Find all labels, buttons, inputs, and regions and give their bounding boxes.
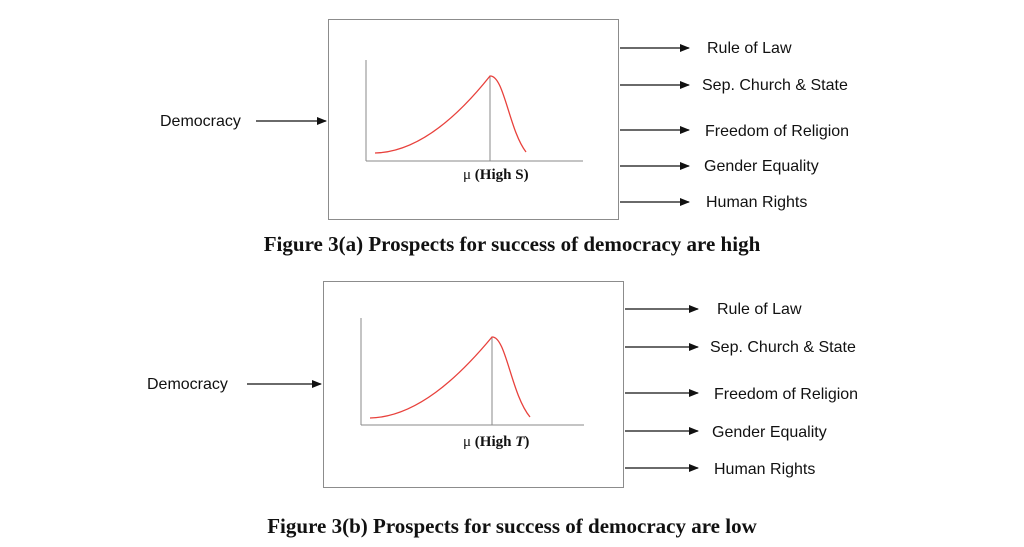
output-label-rule-of-law: Rule of Law — [707, 40, 792, 57]
mu-text-prefix: (High — [474, 167, 516, 183]
distribution-box: μ (High T) — [323, 281, 624, 488]
input-label-democracy: Democracy — [160, 113, 241, 130]
output-label-human-rights: Human Rights — [714, 461, 816, 478]
output-label-rule-of-law: Rule of Law — [717, 301, 802, 318]
figure-caption: Figure 3(b) Prospects for success of dem… — [267, 514, 757, 538]
mu-text-suffix: ) — [524, 434, 530, 450]
mu-symbol: μ — [463, 434, 472, 450]
output-label-gender-equality: Gender Equality — [712, 424, 827, 441]
distribution-curve — [369, 336, 531, 419]
mu-text-suffix: ) — [523, 167, 529, 183]
mu-label: μ (High S) — [463, 168, 529, 183]
skewed-distribution-plot — [365, 60, 583, 162]
figure-caption: Figure 3(a) Prospects for success of dem… — [263, 232, 761, 256]
figure-3a: Democracy μ (High S) Rule of Law Sep. Ch… — [0, 0, 1024, 260]
mu-variable: S — [515, 167, 524, 183]
output-label-church-state: Sep. Church & State — [702, 77, 848, 94]
mu-text-prefix: (High — [474, 434, 516, 450]
output-label-freedom-religion: Freedom of Religion — [705, 123, 850, 140]
output-label-church-state: Sep. Church & State — [710, 339, 856, 356]
output-label-human-rights: Human Rights — [706, 194, 808, 211]
distribution-box: μ (High S) — [328, 19, 619, 220]
output-label-gender-equality: Gender Equality — [704, 158, 819, 175]
mu-variable: T — [515, 434, 525, 450]
mu-symbol: μ — [463, 167, 472, 183]
input-label-democracy: Democracy — [147, 376, 228, 393]
mu-label: μ (High T) — [463, 435, 529, 450]
distribution-curve — [374, 75, 527, 154]
skewed-distribution-plot — [360, 318, 584, 426]
output-label-freedom-religion: Freedom of Religion — [714, 386, 859, 403]
